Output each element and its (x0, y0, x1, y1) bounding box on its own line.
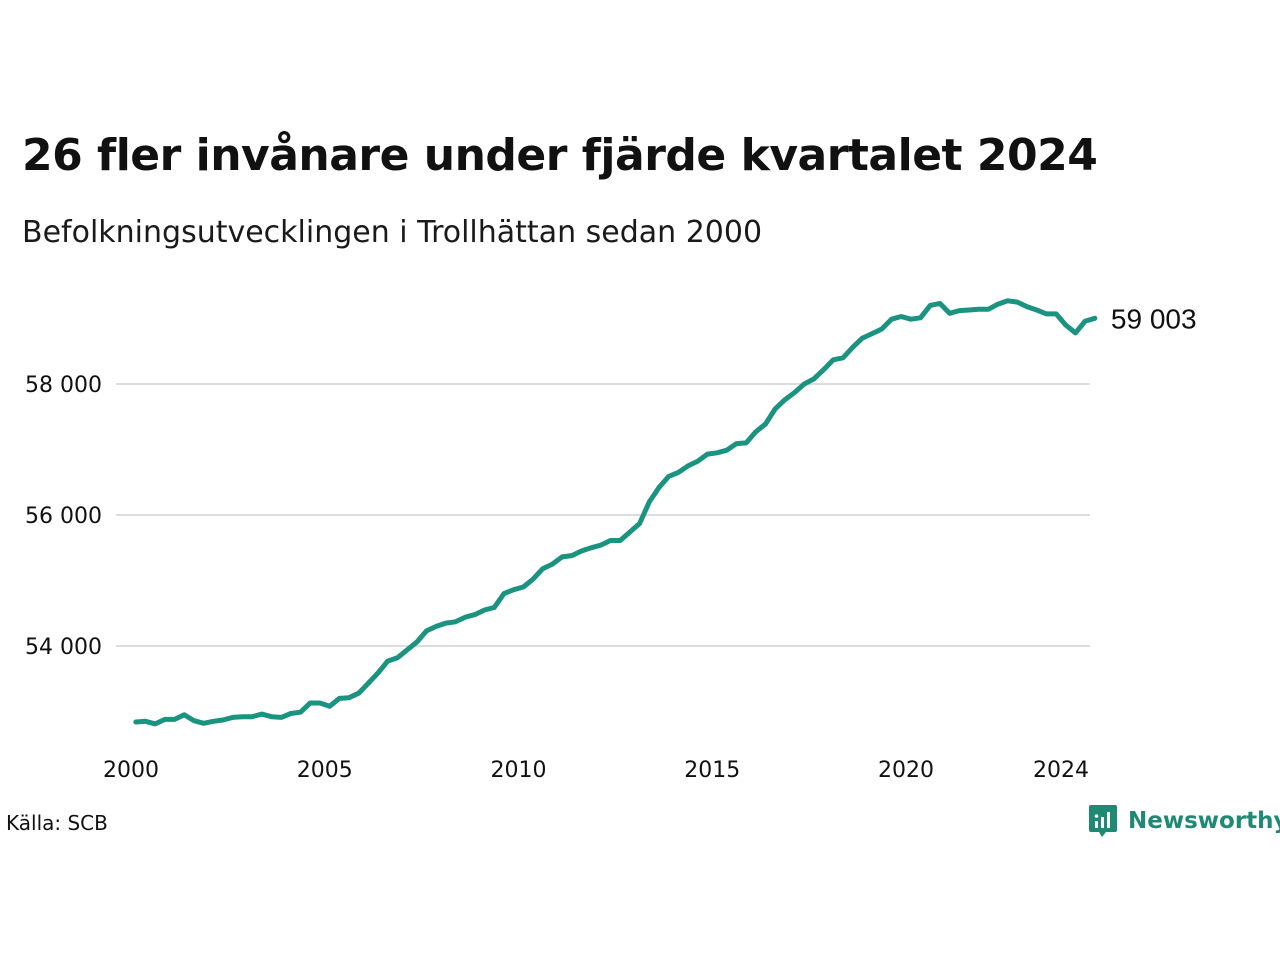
x-axis-ticks: 2000 2005 2010 2015 2020 2024 (103, 758, 1089, 783)
source-note: Källa: SCB (6, 811, 108, 835)
x-tick-label: 2020 (878, 758, 934, 783)
x-tick-label: 2010 (491, 758, 547, 783)
chart-subtitle: Befolkningsutvecklingen i Trollhättan se… (22, 215, 763, 250)
newsworthy-logo-icon (1089, 805, 1117, 837)
chart-title: 26 fler invånare under fjärde kvartalet … (22, 130, 1098, 181)
brand-name: Newsworthy (1128, 808, 1280, 834)
end-value-label: 59 003 (1111, 303, 1197, 334)
x-tick-label: 2005 (297, 758, 353, 783)
population-line (133, 298, 1098, 727)
gridlines (116, 383, 1090, 647)
series-layer (133, 298, 1098, 727)
y-tick-label: 54 000 (25, 635, 102, 660)
y-tick-label: 58 000 (25, 373, 102, 398)
x-tick-label: 2015 (684, 758, 740, 783)
x-tick-label: 2000 (103, 758, 159, 783)
y-axis-ticks: 54 000 56 000 58 000 (25, 373, 102, 660)
brand-logo: Newsworthy (1088, 803, 1280, 839)
y-tick-label: 56 000 (25, 504, 102, 529)
x-tick-label: 2024 (1033, 758, 1089, 783)
